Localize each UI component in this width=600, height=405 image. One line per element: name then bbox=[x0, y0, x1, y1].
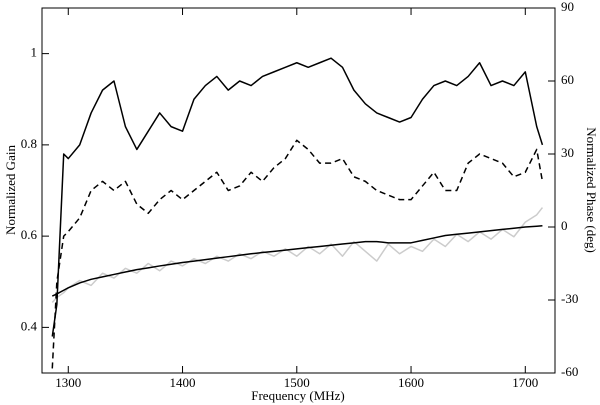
y2-tick-label: 30 bbox=[561, 145, 574, 160]
x-tick-label: 1700 bbox=[512, 375, 538, 390]
y2-tick-label: 0 bbox=[561, 218, 568, 233]
y2-tick-label: -30 bbox=[561, 291, 578, 306]
y-axis-title: Normalized Gain bbox=[3, 145, 18, 235]
series-line bbox=[51, 225, 543, 297]
x-tick-label: 1600 bbox=[398, 375, 424, 390]
x-tick-label: 1300 bbox=[55, 375, 81, 390]
series-line bbox=[51, 207, 544, 303]
y-tick-label: 0.4 bbox=[21, 318, 38, 333]
y-tick-label: 0.8 bbox=[21, 136, 37, 151]
x-tick-label: 1500 bbox=[284, 375, 310, 390]
y2-tick-label: 90 bbox=[561, 0, 574, 14]
series-line bbox=[51, 139, 544, 369]
y2-tick-label: -60 bbox=[561, 364, 578, 379]
x-axis-title: Frequency (MHz) bbox=[251, 388, 345, 403]
y-tick-label: 1 bbox=[31, 45, 38, 60]
y-tick-label: 0.6 bbox=[21, 227, 38, 242]
y2-tick-label: 60 bbox=[561, 72, 574, 87]
y2-axis-title: Normalized Phase (deg) bbox=[584, 127, 599, 253]
x-tick-label: 1400 bbox=[170, 375, 196, 390]
plot-frame bbox=[41, 7, 556, 374]
series-line bbox=[51, 57, 544, 337]
